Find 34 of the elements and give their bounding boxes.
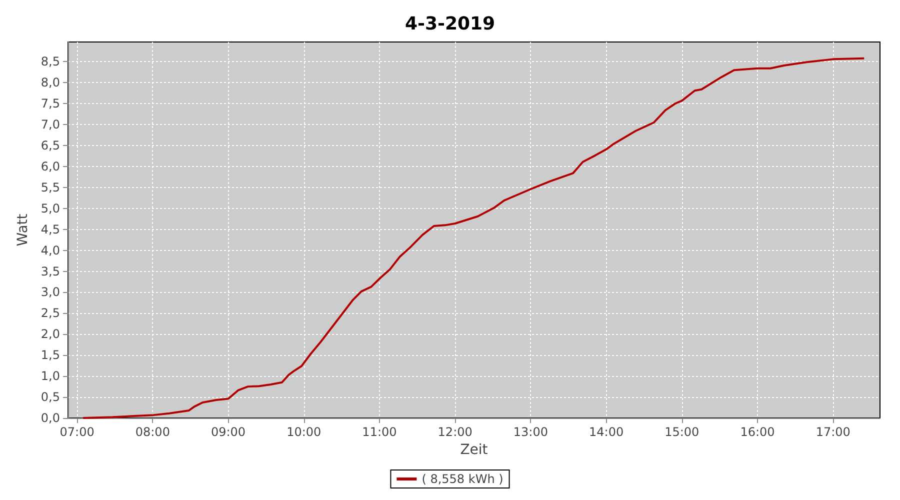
y-tick-label: 3,5 <box>40 264 60 278</box>
y-tick-label: 5,0 <box>40 201 60 216</box>
y-tick-label: 4,0 <box>40 243 60 258</box>
y-tick-label: 7,5 <box>40 96 60 111</box>
y-tick-label: 4,5 <box>40 222 60 236</box>
y-axis-title: Watt <box>15 213 31 246</box>
line-series <box>82 57 866 419</box>
x-tick-label: 17:00 <box>816 425 850 439</box>
y-tick-label: 8,5 <box>40 54 60 69</box>
y-tick-label: 0,5 <box>40 390 60 404</box>
x-tick-label: 13:00 <box>513 425 548 439</box>
x-tick-label: 08:00 <box>135 425 170 439</box>
x-tick-label: 09:00 <box>210 425 246 439</box>
x-tick-label: 16:00 <box>740 425 775 439</box>
y-tick-label: 2,0 <box>40 327 60 342</box>
x-tick-label: 10:00 <box>286 425 322 439</box>
y-tick-label: 1,5 <box>40 348 60 362</box>
x-tick-label: 12:00 <box>438 425 472 439</box>
y-tick-label: 0,0 <box>40 411 60 425</box>
y-tick-label: 1,0 <box>40 369 60 384</box>
y-tick-label: 8,0 <box>40 76 60 90</box>
y-tick-label: 6,0 <box>40 159 60 174</box>
y-tick-label: 5,5 <box>40 180 60 194</box>
y-tick-label: 3,0 <box>40 285 60 300</box>
x-tick-label: 14:00 <box>589 425 624 439</box>
x-tick-label: 15:00 <box>664 425 700 439</box>
x-tick-label: 11:00 <box>362 425 397 439</box>
x-axis-title: Zeit <box>460 442 488 458</box>
y-tick-label: 7,0 <box>40 118 60 132</box>
chart-title: 4-3-2019 <box>404 14 496 34</box>
x-tick-label: 07:00 <box>60 425 94 439</box>
legend-label: ( 8,558 kWh ) <box>422 472 504 486</box>
y-tick-label: 2,5 <box>40 306 60 320</box>
y-tick-label: 6,5 <box>40 138 60 153</box>
